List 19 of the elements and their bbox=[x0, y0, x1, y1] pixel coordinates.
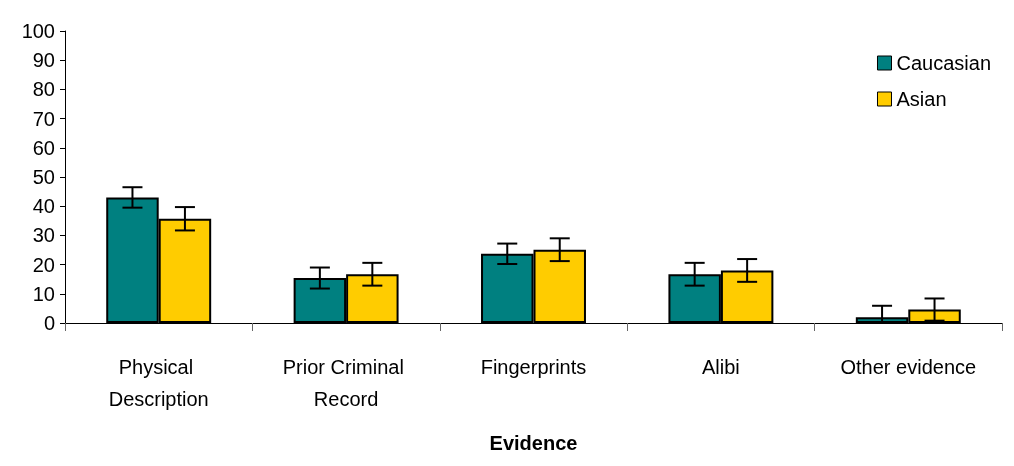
y-tick-label: 30 bbox=[32, 224, 55, 247]
y-tick-label: 90 bbox=[32, 49, 55, 72]
x-axis-title: Evidence bbox=[489, 432, 578, 454]
legend-label: Asian bbox=[896, 88, 947, 110]
y-tick-label: 20 bbox=[32, 253, 55, 276]
legend-label: Caucasian bbox=[896, 52, 992, 74]
y-tick-label: 40 bbox=[32, 195, 55, 218]
y-tick-label: 10 bbox=[32, 282, 55, 305]
y-tick-label: 50 bbox=[32, 166, 55, 188]
x-tick-label: Other evidence bbox=[840, 356, 977, 378]
x-tick-label: Fingerprints bbox=[480, 356, 587, 378]
y-tick-label: 70 bbox=[32, 107, 55, 130]
x-tick-label: Alibi bbox=[702, 356, 740, 378]
y-tick-label: 0 bbox=[43, 312, 55, 334]
x-tick-label: Physical Description bbox=[108, 356, 209, 410]
x-tick-label: Prior Criminal Record bbox=[282, 356, 410, 410]
y-tick-label: 80 bbox=[32, 78, 55, 101]
y-tick-label: 100 bbox=[21, 20, 55, 42]
y-tick-label: 60 bbox=[32, 136, 55, 159]
